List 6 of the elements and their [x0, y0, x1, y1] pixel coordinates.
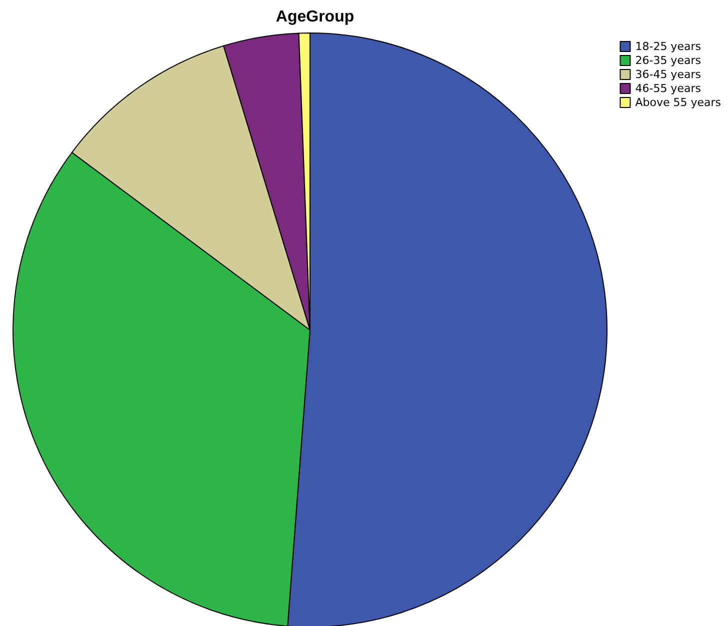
- legend-label: 36-45 years: [635, 68, 702, 81]
- legend-label: 46-55 years: [635, 82, 702, 95]
- legend-label: 18-25 years: [635, 40, 702, 53]
- legend-label: 26-35 years: [635, 54, 702, 67]
- legend-label: Above 55 years: [635, 96, 722, 109]
- chart-title: AgeGroup: [276, 8, 354, 26]
